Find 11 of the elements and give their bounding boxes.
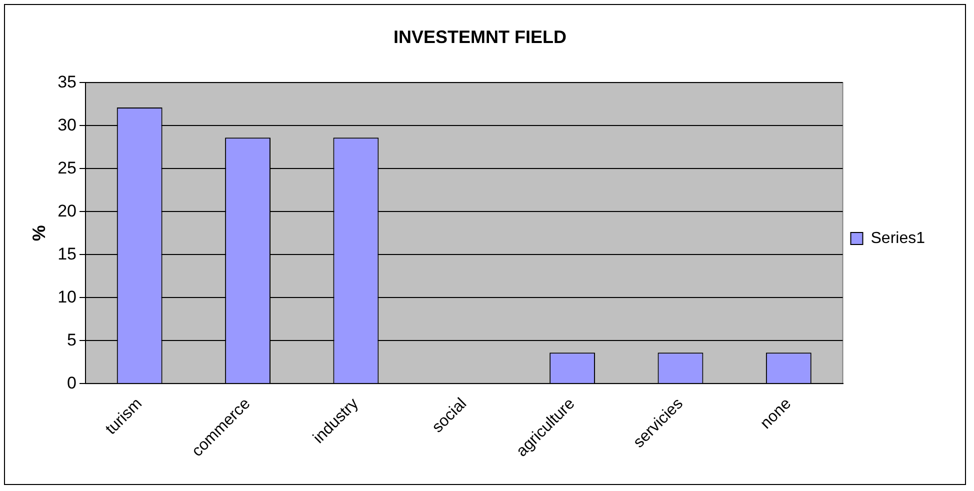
y-axis-title: % [28,225,49,242]
y-tick-label: 5 [67,330,77,350]
y-tick-label: 30 [58,115,77,134]
y-tick-label: 15 [58,244,77,264]
y-tick-label: 25 [58,158,77,178]
y-tick-label: 10 [58,287,77,306]
y-tick-label: 20 [58,201,77,220]
y-tick-label: 0 [67,373,77,392]
y-tick-label: 35 [58,72,77,92]
chart-title: INVESTEMNT FIELD [393,26,567,47]
legend-label: Series1 [870,230,926,247]
